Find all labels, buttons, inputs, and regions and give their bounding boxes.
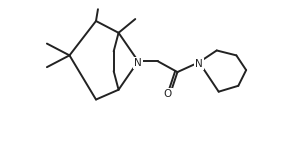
Text: N: N <box>134 58 142 68</box>
Text: N: N <box>195 59 203 69</box>
Text: O: O <box>164 89 172 99</box>
